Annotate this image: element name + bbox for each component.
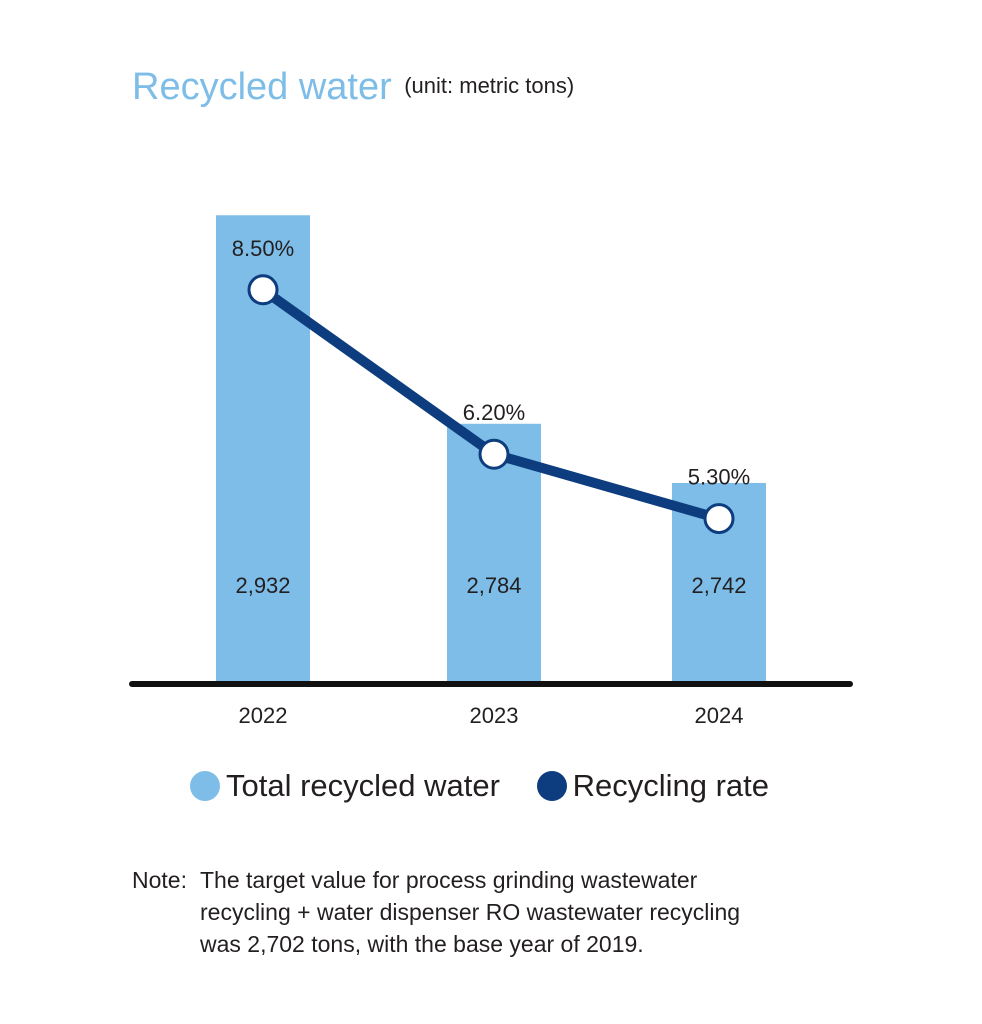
bar-value-label: 2,784	[466, 573, 521, 598]
legend-swatch-bar	[190, 771, 220, 801]
legend-label: Total recycled water	[226, 768, 500, 803]
rate-point-2022	[247, 274, 279, 306]
legend-item-recycling-rate: Recycling rate	[536, 768, 769, 804]
x-tick-label: 2023	[470, 703, 519, 728]
legend: Total recycled water Recycling rate	[190, 768, 769, 809]
x-tick-label: 2022	[239, 703, 288, 728]
note-line: The target value for process grinding wa…	[200, 867, 698, 893]
chart-title: Recycled water	[132, 66, 392, 108]
rate-label: 6.20%	[463, 400, 525, 425]
bar-value-label: 2,742	[691, 573, 746, 598]
note-line: recycling + water dispenser RO wastewate…	[200, 899, 741, 925]
legend-item-total-recycled-water: Total recycled water	[190, 768, 500, 804]
bar-value-label: 2,932	[235, 573, 290, 598]
rate-point-2024	[703, 503, 735, 535]
footnote: Note: The target value for process grindi…	[132, 864, 740, 960]
chart-title-row: Recycled water (unit: metric tons)	[132, 66, 574, 109]
chart: 2,932 2,784 2,742 2022 2023 2024 8.50% 6.20% 5.3…	[129, 215, 853, 728]
x-tick-label: 2024	[695, 703, 744, 728]
rate-point-2023	[478, 438, 510, 470]
legend-swatch-line	[536, 771, 567, 801]
note-prefix: Note:	[132, 867, 187, 893]
rate-label: 5.30%	[688, 465, 750, 490]
note-line: was 2,702 tons, with the base year of 20…	[200, 931, 644, 957]
rate-label: 8.50%	[232, 236, 294, 261]
unit-label: (unit: metric tons)	[404, 73, 575, 98]
legend-label: Recycling rate	[572, 768, 769, 803]
